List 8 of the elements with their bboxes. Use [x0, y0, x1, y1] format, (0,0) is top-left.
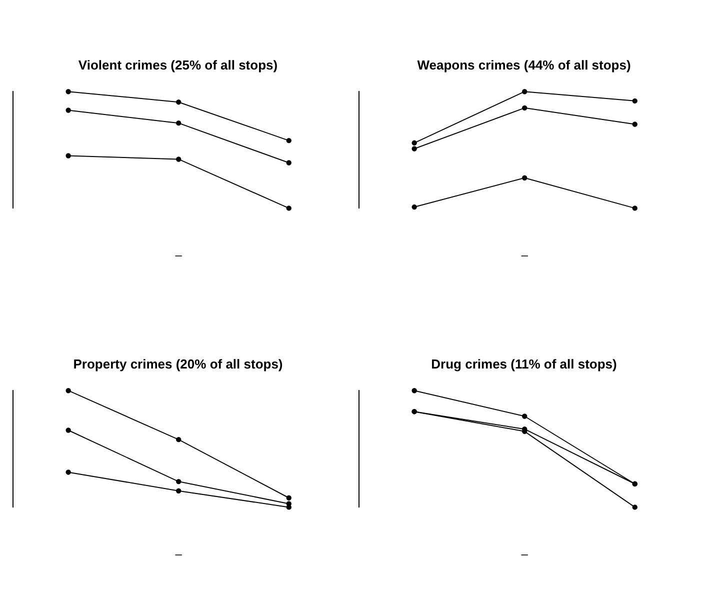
chart-title: Violent crimes (25% of all stops) [78, 57, 278, 72]
chart-title: Drug crimes (11% of all stops) [431, 356, 617, 372]
x-axis-title: – [175, 547, 182, 562]
x-axis-title: – [521, 248, 528, 262]
chart-title: Weapons crimes (44% of all stops) [417, 57, 631, 72]
chart-title: Property crimes (20% of all stops) [73, 356, 283, 372]
x-axis-title: – [521, 547, 528, 562]
x-axis-title: – [175, 248, 182, 262]
